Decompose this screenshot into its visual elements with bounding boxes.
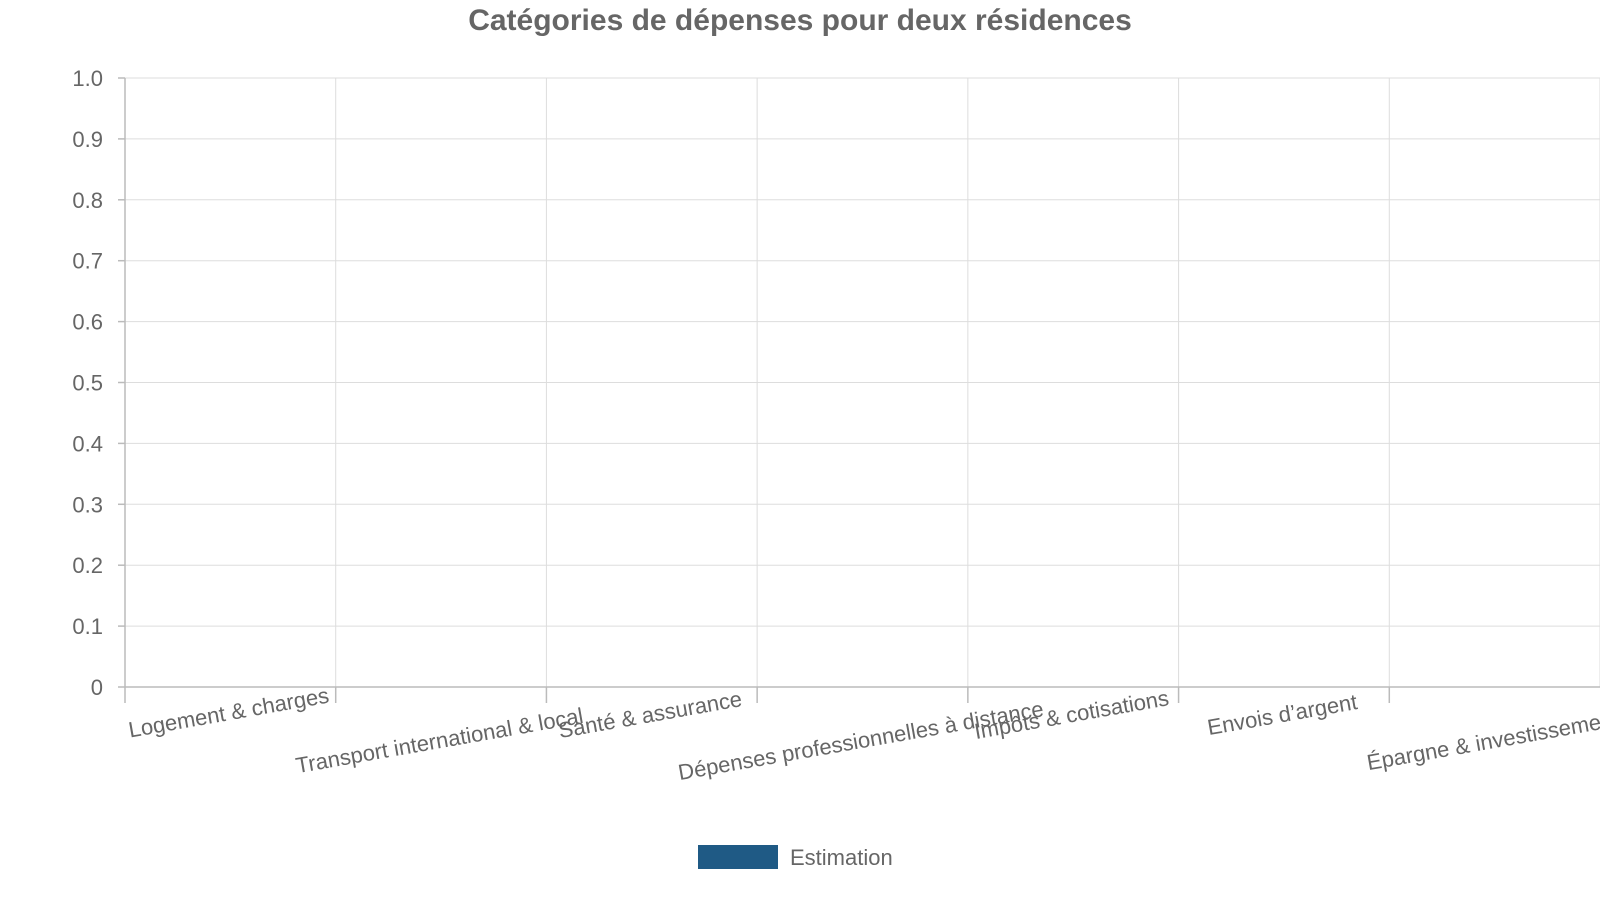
x-category-label: Santé & assurance [556, 686, 743, 743]
y-tick-label: 0.4 [72, 431, 103, 456]
y-tick-label: 0 [91, 675, 103, 700]
x-category-label: Impôts & cotisations [972, 685, 1170, 744]
legend[interactable]: Estimation [698, 845, 893, 870]
grid [125, 77, 1600, 687]
legend-swatch[interactable] [698, 845, 778, 869]
y-tick-label: 0.1 [72, 614, 103, 639]
y-tick-label: 0.5 [72, 371, 103, 396]
y-axis-ticks: 0 0.1 0.2 0.3 0.4 0.5 0.6 0.7 0.8 0.9 1.0 [72, 66, 125, 700]
y-tick-label: 0.9 [72, 127, 103, 152]
y-tick-label: 0.3 [72, 492, 103, 517]
x-category-label: Épargne & investissement [1365, 706, 1600, 775]
y-tick-label: 0.7 [72, 249, 103, 274]
y-tick-label: 0.6 [72, 310, 103, 335]
x-category-label: Transport international & local [294, 703, 585, 778]
y-tick-label: 1.0 [72, 66, 103, 91]
axes [124, 78, 1600, 703]
y-tick-label: 0.8 [72, 188, 103, 213]
legend-label[interactable]: Estimation [790, 845, 893, 870]
x-category-label: Envois d’argent [1205, 689, 1359, 740]
chart-title: Catégories de dépenses pour deux résiden… [468, 4, 1132, 37]
x-category-label: Logement & charges [127, 683, 331, 743]
y-tick-label: 0.2 [72, 553, 103, 578]
